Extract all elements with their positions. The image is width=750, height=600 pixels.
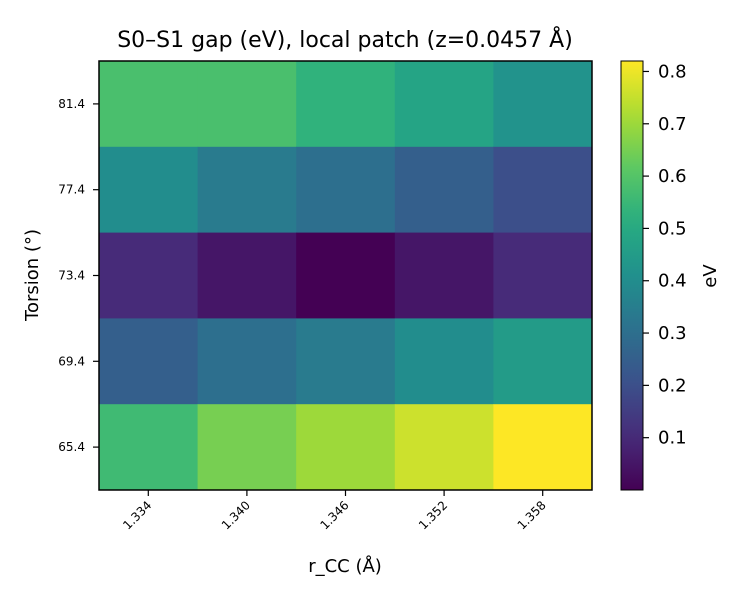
colorbar-tick-label: 0.6	[658, 166, 687, 187]
y-tick-label: 69.4	[58, 354, 85, 368]
x-axis-label: r_CC (Å)	[308, 555, 382, 577]
heatmap-cell	[99, 61, 199, 148]
colorbar-label: eV	[700, 264, 721, 288]
heatmap-cell	[197, 61, 297, 148]
heatmap-cell	[493, 61, 593, 148]
heatmap-cell	[197, 404, 297, 491]
colorbar-tick-label: 0.7	[658, 114, 687, 135]
heatmap-cell	[197, 232, 297, 319]
heatmap-cell	[493, 232, 593, 319]
heatmap-cell	[394, 318, 494, 405]
y-axis-ticks: 81.4 77.4 73.4 69.4 65.4	[58, 97, 99, 454]
x-axis-ticks: 1.334 1.340 1.346 1.352 1.358	[120, 490, 549, 532]
colorbar	[620, 60, 644, 491]
colorbar-tick-label: 0.1	[658, 428, 687, 449]
x-tick-label: 1.340	[219, 498, 253, 532]
colorbar-tick-label: 0.5	[658, 218, 687, 239]
colorbar-tick-label: 0.2	[658, 375, 687, 396]
y-tick-label: 73.4	[58, 269, 85, 283]
heatmap-cells	[99, 61, 593, 491]
heatmap-cell	[394, 61, 494, 148]
x-tick-label: 1.346	[317, 498, 351, 532]
heatmap-cell	[394, 146, 494, 234]
colorbar-tick-label: 0.3	[658, 323, 687, 344]
y-tick-label: 65.4	[58, 440, 85, 454]
heatmap-cell	[197, 318, 297, 405]
colorbar-tick-label: 0.8	[658, 61, 687, 82]
heatmap-cell	[296, 61, 396, 148]
heatmap-cell	[493, 318, 593, 405]
heatmap-cell	[296, 404, 396, 491]
heatmap-cell	[197, 146, 297, 234]
chart-title: S0–S1 gap (eV), local patch (z=0.0457 Å)	[117, 26, 573, 53]
heatmap-cell	[394, 404, 494, 491]
heatmap-cell	[394, 232, 494, 319]
heatmap-cell	[493, 146, 593, 234]
y-tick-label: 81.4	[58, 97, 85, 111]
heatmap-cell	[99, 318, 199, 405]
y-tick-label: 77.4	[58, 183, 85, 197]
heatmap-cell	[493, 404, 593, 491]
heatmap-cell	[296, 232, 396, 319]
heatmap-cell	[99, 232, 199, 319]
colorbar-tick-label: 0.4	[658, 271, 687, 292]
heatmap-cell	[296, 318, 396, 405]
x-tick-label: 1.358	[515, 498, 549, 532]
x-tick-label: 1.352	[416, 498, 450, 532]
x-tick-label: 1.334	[120, 498, 154, 532]
colorbar-ticks: 0.1 0.2 0.3 0.4 0.5 0.6 0.7 0.8	[643, 61, 687, 449]
heatmap-cell	[99, 146, 199, 234]
heatmap-cell	[99, 404, 199, 491]
y-axis-label: Torsion (°)	[22, 229, 43, 322]
heatmap-cell	[296, 146, 396, 234]
